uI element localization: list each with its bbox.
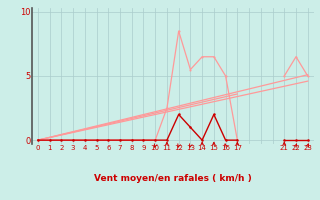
X-axis label: Vent moyen/en rafales ( km/h ): Vent moyen/en rafales ( km/h ) bbox=[94, 174, 252, 183]
